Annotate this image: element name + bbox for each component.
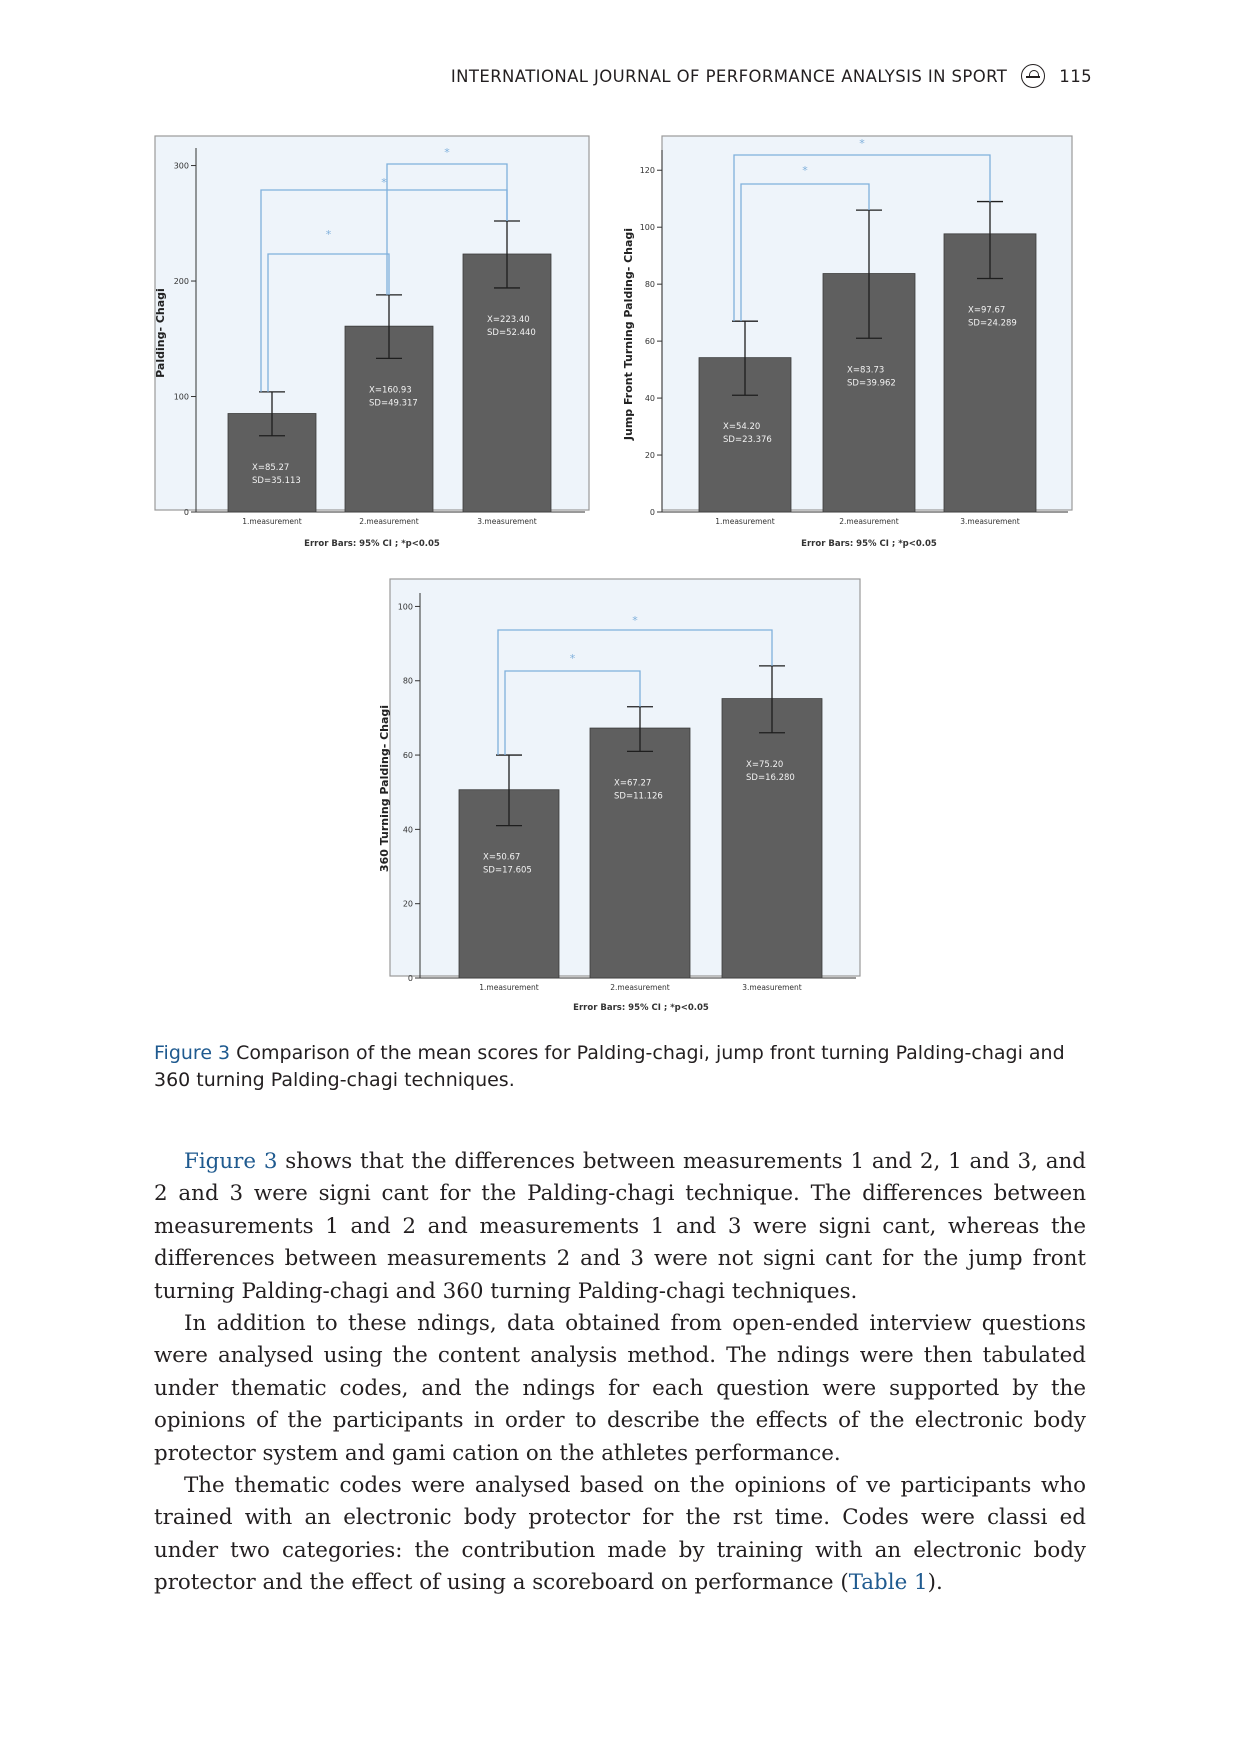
bar-label: SD=52.440 — [487, 328, 536, 338]
x-tick-label: 3.measurement — [477, 517, 537, 526]
significance-bracket — [386, 163, 508, 295]
caption-label: Figure 3 — [154, 1042, 231, 1064]
paragraph-1-text: shows that the differences between measu… — [154, 1149, 1086, 1304]
bar-label: X=97.67 — [968, 305, 1005, 315]
significance-bracket — [740, 183, 870, 322]
paragraph-3: The thematic codes were analysed based o… — [154, 1470, 1086, 1600]
chart-1: 0 100 200 300 Palding- Chagi X=85.27 SD=35.113… — [154, 135, 590, 549]
running-head: INTERNATIONAL JOURNAL OF PERFORMANCE ANA… — [451, 64, 1092, 88]
bar-label: X=67.27 — [614, 778, 651, 788]
x-tick-label: 1.measurement — [479, 983, 539, 992]
significance-mark: * — [802, 164, 808, 177]
bar-label: X=50.67 — [483, 853, 520, 863]
error-bar-note: Error Bars: 95% CI ; *p<0.05 — [801, 539, 937, 549]
chart-2: 0 20 40 60 80 100 120 Jump Front Turning Paldin… — [622, 135, 1073, 549]
significance-bracket — [267, 253, 390, 392]
caption-text: Comparison of the mean scores for Paldin… — [154, 1042, 1065, 1091]
paragraph-2: In addition to these ndings, data obtain… — [154, 1308, 1086, 1470]
paragraph-3-text: The thematic codes were analysed based o… — [154, 1473, 1086, 1596]
significance-mark: * — [326, 228, 332, 241]
y-tick-label: 0 — [650, 508, 655, 517]
y-axis-label: Palding- Chagi — [154, 288, 167, 378]
y-tick-label: 300 — [174, 162, 189, 171]
bar-label: X=160.93 — [369, 385, 412, 395]
y-axis-label: Jump Front Turning Palding- Chagi — [622, 228, 635, 441]
table-1-link[interactable]: Table 1 — [848, 1570, 928, 1596]
significance-mark: * — [632, 614, 638, 627]
y-tick-label: 120 — [640, 166, 655, 175]
bar-label: SD=49.317 — [369, 398, 418, 408]
figure-3-link[interactable]: Figure 3 — [184, 1149, 278, 1174]
significance-mark: * — [570, 652, 576, 665]
chart-3: 0 20 40 60 80 100 360 Turning Palding- Chagi X=… — [378, 578, 861, 1013]
bar-label: X=75.20 — [746, 760, 783, 770]
body-text: Figure 3 shows that the differences betw… — [154, 1146, 1086, 1600]
y-tick-label: 100 — [640, 223, 655, 232]
y-axis-label: 360 Turning Palding- Chagi — [378, 705, 391, 872]
y-tick-label: 60 — [645, 337, 655, 346]
bar — [462, 253, 552, 513]
significance-bracket — [497, 629, 773, 756]
y-tick-label: 100 — [174, 393, 189, 402]
y-tick-label: 60 — [403, 751, 413, 760]
figure-caption: Figure 3 Comparison of the mean scores fo… — [154, 1040, 1086, 1094]
paragraph-3-end: ). — [927, 1570, 943, 1596]
y-tick-label: 0 — [184, 508, 189, 517]
x-tick-label: 3.measurement — [960, 517, 1020, 526]
bar-label: SD=16.280 — [746, 773, 795, 783]
bar — [721, 698, 823, 979]
x-tick-label: 3.measurement — [742, 983, 802, 992]
y-tick-label: 40 — [645, 394, 655, 403]
error-bar-note: Error Bars: 95% CI ; *p<0.05 — [304, 539, 440, 549]
significance-bracket — [504, 670, 641, 756]
x-tick-label: 1.measurement — [242, 517, 302, 526]
significance-mark: * — [444, 146, 450, 159]
journal-logo-icon — [1021, 64, 1046, 88]
journal-title: INTERNATIONAL JOURNAL OF PERFORMANCE ANA… — [450, 66, 1008, 86]
bar — [943, 233, 1037, 513]
paragraph-2-text: In addition to these ndings, data obtain… — [154, 1311, 1086, 1466]
y-tick-label: 80 — [403, 677, 413, 686]
bar-label: X=54.20 — [723, 422, 760, 432]
bar-label: X=85.27 — [252, 463, 289, 473]
x-tick-label: 1.measurement — [715, 517, 775, 526]
bar-label: SD=24.289 — [968, 318, 1017, 328]
significance-mark: * — [381, 176, 387, 189]
significance-bracket — [733, 154, 991, 322]
bar-label: SD=11.126 — [614, 791, 663, 801]
error-bar-note: Error Bars: 95% CI ; *p<0.05 — [573, 1003, 709, 1013]
y-tick-label: 0 — [408, 974, 413, 983]
significance-mark: * — [859, 137, 865, 150]
y-tick-label: 20 — [403, 900, 413, 909]
page-number: 115 — [1059, 66, 1092, 86]
bar-label: SD=17.605 — [483, 866, 532, 876]
x-tick-label: 2.measurement — [359, 517, 419, 526]
paragraph-1: Figure 3 shows that the differences betw… — [154, 1146, 1086, 1308]
bar-label: SD=23.376 — [723, 435, 772, 445]
y-tick-label: 20 — [645, 451, 655, 460]
x-tick-label: 2.measurement — [839, 517, 899, 526]
y-tick-label: 40 — [403, 825, 413, 834]
y-tick-label: 80 — [645, 280, 655, 289]
bar-label: SD=35.113 — [252, 476, 301, 486]
y-tick-label: 200 — [174, 277, 189, 286]
y-tick-label: 100 — [398, 602, 413, 611]
bar-label: SD=39.962 — [847, 378, 896, 388]
x-tick-label: 2.measurement — [610, 983, 670, 992]
bar — [589, 727, 691, 979]
bar-label: X=223.40 — [487, 315, 530, 325]
bar-label: X=83.73 — [847, 365, 884, 375]
